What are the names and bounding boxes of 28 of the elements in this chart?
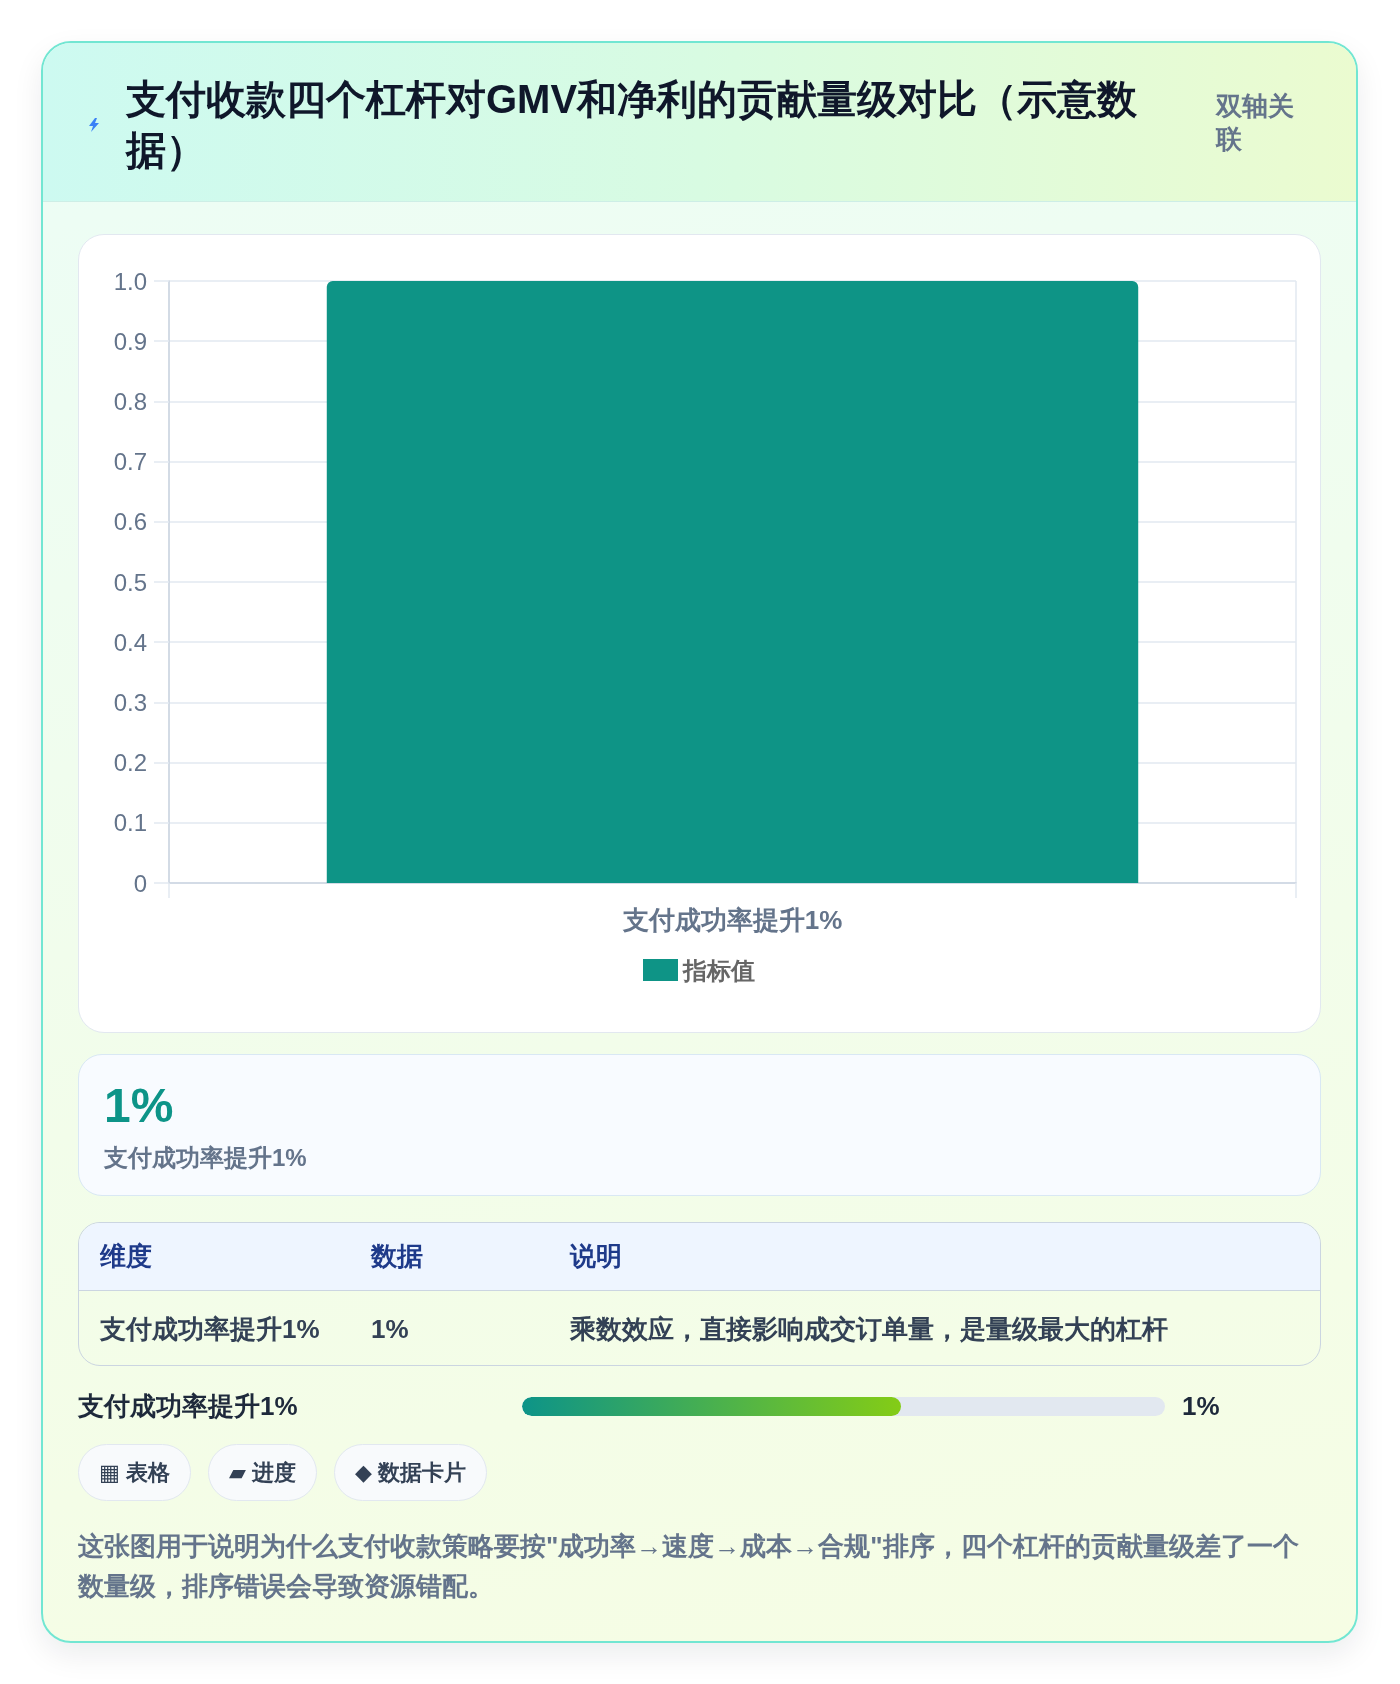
- y-tick-label: 0.3: [113, 688, 147, 716]
- y-tick-label: 0.6: [113, 508, 147, 536]
- text: ▦ 表格: [78, 1444, 191, 1501]
- y-tick-label: 0.7: [113, 448, 147, 476]
- y-tick-label: 0.5: [113, 568, 147, 596]
- text: 乘数效应，直接影响成交订单量，是量级最大的杠杆: [570, 1313, 1168, 1346]
- y-tick-label: 0.2: [113, 749, 147, 777]
- text: 这张图用于说明为什么支付收款策略要按"成功率→速度→成本→合规"排序，四个杠杆的贡献量级差了一个数量级，排序错误会导致资源错配。: [78, 1530, 1300, 1603]
- text: 说明: [570, 1240, 622, 1273]
- text: 支付成功率提升1%: [100, 1313, 320, 1346]
- text: 1%: [1182, 1390, 1220, 1423]
- text: 1%: [371, 1313, 409, 1346]
- legend-label: 指标值: [682, 956, 755, 984]
- y-tick-label: 0: [133, 869, 147, 897]
- text: 支付成功率提升1%: [104, 1143, 307, 1173]
- text: 双轴关联: [1216, 90, 1295, 156]
- y-tick-label: 0.1: [113, 809, 147, 837]
- text: 1%: [104, 1078, 174, 1134]
- text: 维度: [100, 1240, 152, 1273]
- y-tick-label: 0.9: [113, 327, 147, 355]
- y-tick-label: 0.4: [113, 628, 147, 656]
- text: ▰ 进度: [207, 1444, 317, 1501]
- y-tick-label: 1.0: [113, 267, 147, 295]
- y-tick-label: 0.8: [113, 387, 147, 415]
- text: ◆ 数据卡片: [333, 1444, 487, 1501]
- chart-title: 支付收款四个杠杆对GMV和净利的贡献量级对比（示意数据）: [126, 76, 1139, 174]
- text: 支付成功率提升1%: [78, 1390, 298, 1423]
- text: 数据: [371, 1240, 423, 1273]
